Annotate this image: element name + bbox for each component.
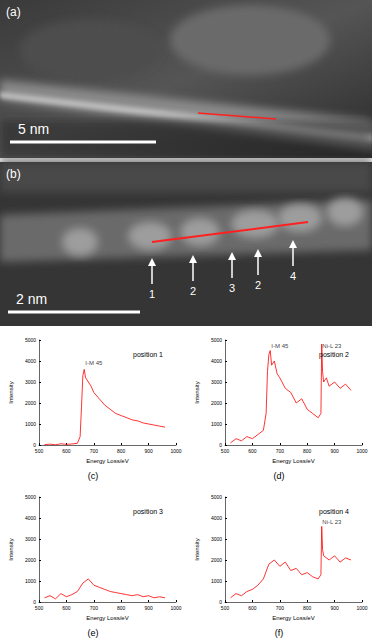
svg-text:900: 900 [144,448,153,454]
svg-text:3000: 3000 [211,536,222,542]
svg-text:5000: 5000 [211,494,222,500]
svg-text:Energy Loss/eV: Energy Loss/eV [86,615,128,621]
svg-text:position 1: position 1 [133,351,163,359]
svg-text:Intensity: Intensity [8,538,14,560]
svg-text:position 2: position 2 [319,351,349,359]
svg-text:position 3: position 3 [133,508,163,516]
svg-text:1000: 1000 [170,448,181,454]
svg-text:Ni-L 23: Ni-L 23 [322,519,342,525]
svg-text:800: 800 [303,605,312,611]
svg-text:2000: 2000 [211,400,222,406]
svg-text:2: 2 [190,285,196,297]
svg-text:600: 600 [62,605,71,611]
svg-text:4000: 4000 [25,358,36,364]
svg-text:2000: 2000 [25,400,36,406]
svg-text:500: 500 [221,605,230,611]
svg-text:0: 0 [33,599,36,605]
svg-text:2 nm: 2 nm [16,291,47,307]
svg-text:(f): (f) [275,628,284,638]
svg-text:5 nm: 5 nm [18,121,49,137]
svg-text:position 4: position 4 [319,508,349,516]
svg-text:1000: 1000 [356,448,367,454]
svg-text:1000: 1000 [25,421,36,427]
svg-text:800: 800 [117,448,126,454]
svg-text:1000: 1000 [211,578,222,584]
svg-text:1: 1 [149,288,155,300]
svg-text:I-M 45: I-M 45 [271,343,289,349]
svg-text:500: 500 [35,448,44,454]
svg-text:5000: 5000 [25,494,36,500]
svg-text:5000: 5000 [25,337,36,343]
svg-text:800: 800 [117,605,126,611]
svg-text:Intensity: Intensity [8,381,14,403]
svg-text:600: 600 [248,448,257,454]
svg-text:600: 600 [62,448,71,454]
svg-text:0: 0 [219,599,222,605]
svg-text:2000: 2000 [25,557,36,563]
svg-text:Energy Loss/eV: Energy Loss/eV [272,615,314,621]
svg-text:1000: 1000 [356,605,367,611]
svg-text:1000: 1000 [170,605,181,611]
svg-text:1000: 1000 [25,578,36,584]
svg-text:4000: 4000 [211,358,222,364]
svg-text:Energy Loss/eV: Energy Loss/eV [86,458,128,464]
svg-text:(c): (c) [88,471,99,481]
svg-text:3: 3 [229,282,235,294]
svg-text:(b): (b) [6,167,21,181]
svg-text:0: 0 [219,442,222,448]
svg-text:700: 700 [90,605,99,611]
svg-text:3000: 3000 [25,379,36,385]
svg-text:900: 900 [144,605,153,611]
svg-text:800: 800 [303,448,312,454]
svg-text:700: 700 [90,448,99,454]
svg-text:(e): (e) [88,628,99,638]
svg-text:I-M 45: I-M 45 [85,360,103,366]
svg-text:2000: 2000 [211,557,222,563]
svg-text:(d): (d) [274,471,285,481]
svg-text:Energy Loss/eV: Energy Loss/eV [272,458,314,464]
svg-text:4000: 4000 [25,515,36,521]
svg-text:900: 900 [330,605,339,611]
svg-text:900: 900 [330,448,339,454]
svg-text:3000: 3000 [211,379,222,385]
svg-text:500: 500 [35,605,44,611]
svg-text:(a): (a) [6,5,21,19]
svg-text:600: 600 [248,605,257,611]
svg-text:5000: 5000 [211,337,222,343]
svg-text:700: 700 [276,605,285,611]
svg-text:500: 500 [221,448,230,454]
svg-text:1000: 1000 [211,421,222,427]
svg-text:4: 4 [290,270,296,282]
svg-text:2: 2 [255,279,261,291]
svg-text:Intensity: Intensity [194,538,200,560]
svg-text:700: 700 [276,448,285,454]
svg-text:0: 0 [33,442,36,448]
svg-text:Intensity: Intensity [194,381,200,403]
svg-text:Ni-L 23: Ni-L 23 [322,343,342,349]
svg-text:4000: 4000 [211,515,222,521]
svg-text:3000: 3000 [25,536,36,542]
